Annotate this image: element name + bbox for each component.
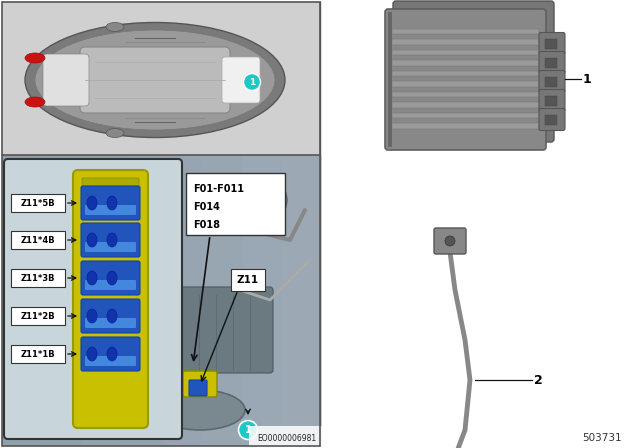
Text: 2: 2	[534, 374, 543, 387]
Ellipse shape	[87, 347, 97, 361]
Circle shape	[243, 73, 260, 90]
Bar	[42, 155, 82, 446]
FancyBboxPatch shape	[183, 371, 217, 397]
Bar	[392, 71, 539, 76]
FancyBboxPatch shape	[81, 299, 140, 333]
Bar	[392, 39, 539, 45]
Bar	[392, 60, 539, 66]
FancyBboxPatch shape	[85, 205, 136, 215]
Ellipse shape	[25, 22, 285, 138]
Bar	[545, 77, 557, 86]
FancyBboxPatch shape	[11, 194, 65, 212]
FancyBboxPatch shape	[393, 1, 554, 142]
FancyBboxPatch shape	[231, 269, 265, 291]
Ellipse shape	[107, 233, 117, 247]
FancyBboxPatch shape	[222, 57, 260, 103]
FancyBboxPatch shape	[85, 280, 136, 290]
FancyBboxPatch shape	[539, 108, 565, 130]
FancyBboxPatch shape	[11, 345, 65, 363]
FancyBboxPatch shape	[81, 337, 140, 371]
Text: 503731: 503731	[582, 433, 622, 443]
Ellipse shape	[87, 196, 97, 210]
Ellipse shape	[87, 271, 97, 285]
Ellipse shape	[87, 309, 97, 323]
Text: F014: F014	[193, 202, 220, 212]
Text: 1: 1	[244, 425, 252, 435]
Bar	[2, 155, 42, 446]
Bar	[2, 2, 320, 446]
Text: Z11*3B: Z11*3B	[20, 273, 55, 283]
Ellipse shape	[25, 53, 45, 63]
FancyBboxPatch shape	[539, 90, 565, 112]
Bar	[282, 155, 322, 446]
FancyBboxPatch shape	[81, 261, 140, 295]
FancyBboxPatch shape	[11, 269, 65, 287]
Bar	[2, 155, 320, 446]
Bar	[2, 2, 320, 155]
FancyBboxPatch shape	[43, 54, 89, 106]
FancyBboxPatch shape	[539, 33, 565, 55]
Bar	[545, 39, 557, 48]
Circle shape	[251, 186, 279, 214]
Text: EO0000006981: EO0000006981	[257, 434, 316, 443]
Ellipse shape	[107, 347, 117, 361]
FancyBboxPatch shape	[4, 159, 182, 439]
Text: 1: 1	[249, 78, 255, 86]
Text: Z11: Z11	[237, 275, 259, 285]
Text: F018: F018	[193, 220, 220, 230]
Bar	[82, 155, 122, 446]
Bar	[392, 102, 539, 108]
FancyBboxPatch shape	[189, 380, 207, 396]
FancyBboxPatch shape	[11, 307, 65, 325]
Bar	[392, 50, 539, 56]
Bar	[122, 155, 162, 446]
Text: 1: 1	[583, 73, 592, 86]
Circle shape	[239, 421, 257, 439]
FancyBboxPatch shape	[434, 228, 466, 254]
FancyBboxPatch shape	[80, 47, 230, 113]
Ellipse shape	[35, 30, 275, 130]
Bar	[545, 57, 557, 68]
FancyBboxPatch shape	[11, 231, 65, 249]
Bar	[392, 112, 539, 118]
FancyBboxPatch shape	[385, 9, 546, 150]
FancyBboxPatch shape	[157, 287, 273, 373]
Ellipse shape	[87, 233, 97, 247]
Text: Z11*5B: Z11*5B	[20, 198, 55, 207]
FancyBboxPatch shape	[539, 52, 565, 73]
Bar	[392, 91, 539, 97]
Ellipse shape	[106, 22, 124, 31]
Ellipse shape	[25, 97, 45, 107]
Circle shape	[445, 236, 455, 246]
Ellipse shape	[106, 129, 124, 138]
Ellipse shape	[107, 196, 117, 210]
FancyBboxPatch shape	[73, 170, 148, 428]
Bar	[392, 29, 539, 34]
FancyBboxPatch shape	[539, 70, 565, 92]
Ellipse shape	[155, 390, 245, 430]
Bar	[392, 123, 539, 129]
Bar	[388, 12, 392, 147]
Circle shape	[243, 178, 287, 222]
FancyBboxPatch shape	[85, 356, 136, 366]
FancyBboxPatch shape	[82, 178, 139, 188]
Bar	[545, 95, 557, 105]
Bar	[162, 155, 202, 446]
Ellipse shape	[107, 271, 117, 285]
FancyBboxPatch shape	[85, 242, 136, 252]
Ellipse shape	[107, 309, 117, 323]
Bar	[392, 81, 539, 87]
FancyBboxPatch shape	[85, 318, 136, 328]
Bar	[242, 155, 282, 446]
Text: Z11*2B: Z11*2B	[20, 311, 55, 320]
Bar	[545, 115, 557, 125]
Bar	[202, 155, 242, 446]
FancyBboxPatch shape	[186, 173, 285, 235]
Text: Z11*1B: Z11*1B	[20, 349, 55, 358]
FancyBboxPatch shape	[81, 186, 140, 220]
FancyBboxPatch shape	[81, 223, 140, 257]
Text: Z11*4B: Z11*4B	[20, 236, 55, 245]
Text: F01-F011: F01-F011	[193, 184, 244, 194]
